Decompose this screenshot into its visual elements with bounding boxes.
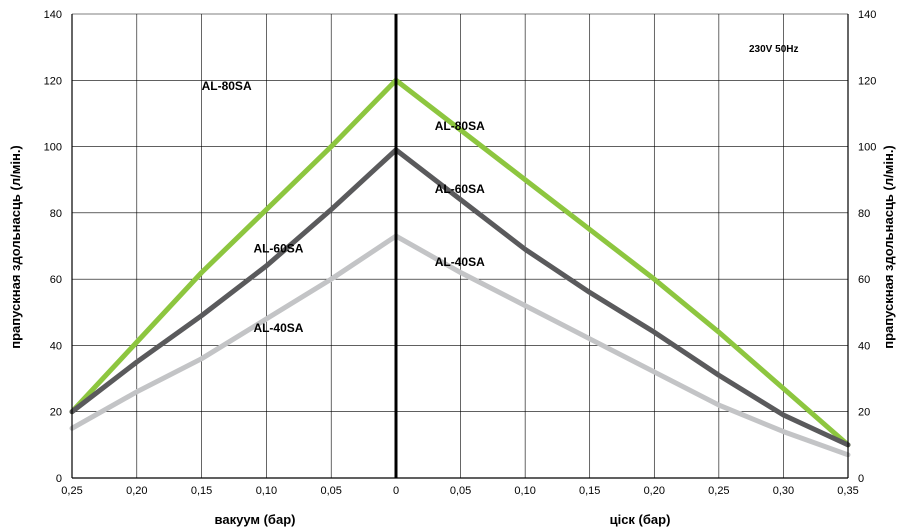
x-tick-label-pressure: 0,15 — [579, 485, 600, 497]
x-tick-label-pressure: 0,25 — [708, 485, 729, 497]
axes — [71, 14, 849, 479]
y-tick-label-left: 20 — [50, 407, 62, 419]
voltage-note: 230V 50Hz — [749, 44, 798, 55]
x-tick-label-pressure: 0,30 — [773, 485, 794, 497]
series-label-vacuum: AL-80SA — [202, 79, 252, 93]
y-tick-label-left: 140 — [44, 9, 62, 21]
labels: 0 0 20 20 40 40 60 60 80 80 100 100 120 120 140 140 0,25… — [44, 9, 877, 497]
y-tick-label-left: 100 — [44, 142, 62, 154]
y-tick-label-right: 60 — [858, 274, 870, 286]
x-tick-label-vacuum: 0,25 — [61, 485, 82, 497]
y-tick-label-right: 0 — [858, 473, 864, 485]
x-tick-label-pressure: 0,20 — [644, 485, 665, 497]
series-line-al-80sa — [69, 77, 851, 448]
series-label-pressure: AL-40SA — [435, 255, 485, 269]
grid — [71, 13, 848, 478]
series-label-vacuum: AL-60SA — [253, 242, 303, 256]
x-tick-label-pressure: 0,10 — [514, 485, 535, 497]
y-tick-label-left: 0 — [56, 473, 62, 485]
y-tick-label-right: 140 — [858, 9, 876, 21]
x-axis-title-vacuum: вакуум (бар) — [215, 512, 296, 527]
series-label-vacuum: AL-40SA — [253, 321, 303, 335]
y-tick-label-left: 60 — [50, 274, 62, 286]
x-axis-title-pressure: ціск (бар) — [610, 512, 671, 527]
y-axis-title-left: прапускная здольнасць (л/мін.) — [8, 145, 23, 349]
series-group — [69, 77, 851, 458]
series-label-pressure: AL-80SA — [435, 119, 485, 133]
x-tick-label-pressure: 0,35 — [837, 485, 858, 497]
y-tick-label-right: 120 — [858, 75, 876, 87]
x-tick-label-vacuum: 0,05 — [320, 485, 341, 497]
y-tick-label-right: 100 — [858, 142, 876, 154]
y-tick-label-left: 120 — [44, 75, 62, 87]
series-label-pressure: AL-60SA — [435, 182, 485, 196]
series-line-al-60sa — [69, 147, 851, 448]
y-tick-label-right: 80 — [858, 208, 870, 220]
x-tick-label-pressure: 0,05 — [450, 485, 471, 497]
y-tick-label-left: 40 — [50, 340, 62, 352]
y-axis-title-right: прапускная здольнасць (л/мін.) — [881, 145, 896, 349]
x-tick-label-vacuum: 0,20 — [126, 485, 147, 497]
y-tick-label-right: 40 — [858, 340, 870, 352]
x-tick-label-vacuum: 0 — [393, 485, 399, 497]
y-tick-label-left: 80 — [50, 208, 62, 220]
y-tick-label-right: 20 — [858, 407, 870, 419]
x-tick-label-vacuum: 0,10 — [256, 485, 277, 497]
series-line-al-40sa — [69, 233, 851, 458]
x-tick-label-vacuum: 0,15 — [191, 485, 212, 497]
